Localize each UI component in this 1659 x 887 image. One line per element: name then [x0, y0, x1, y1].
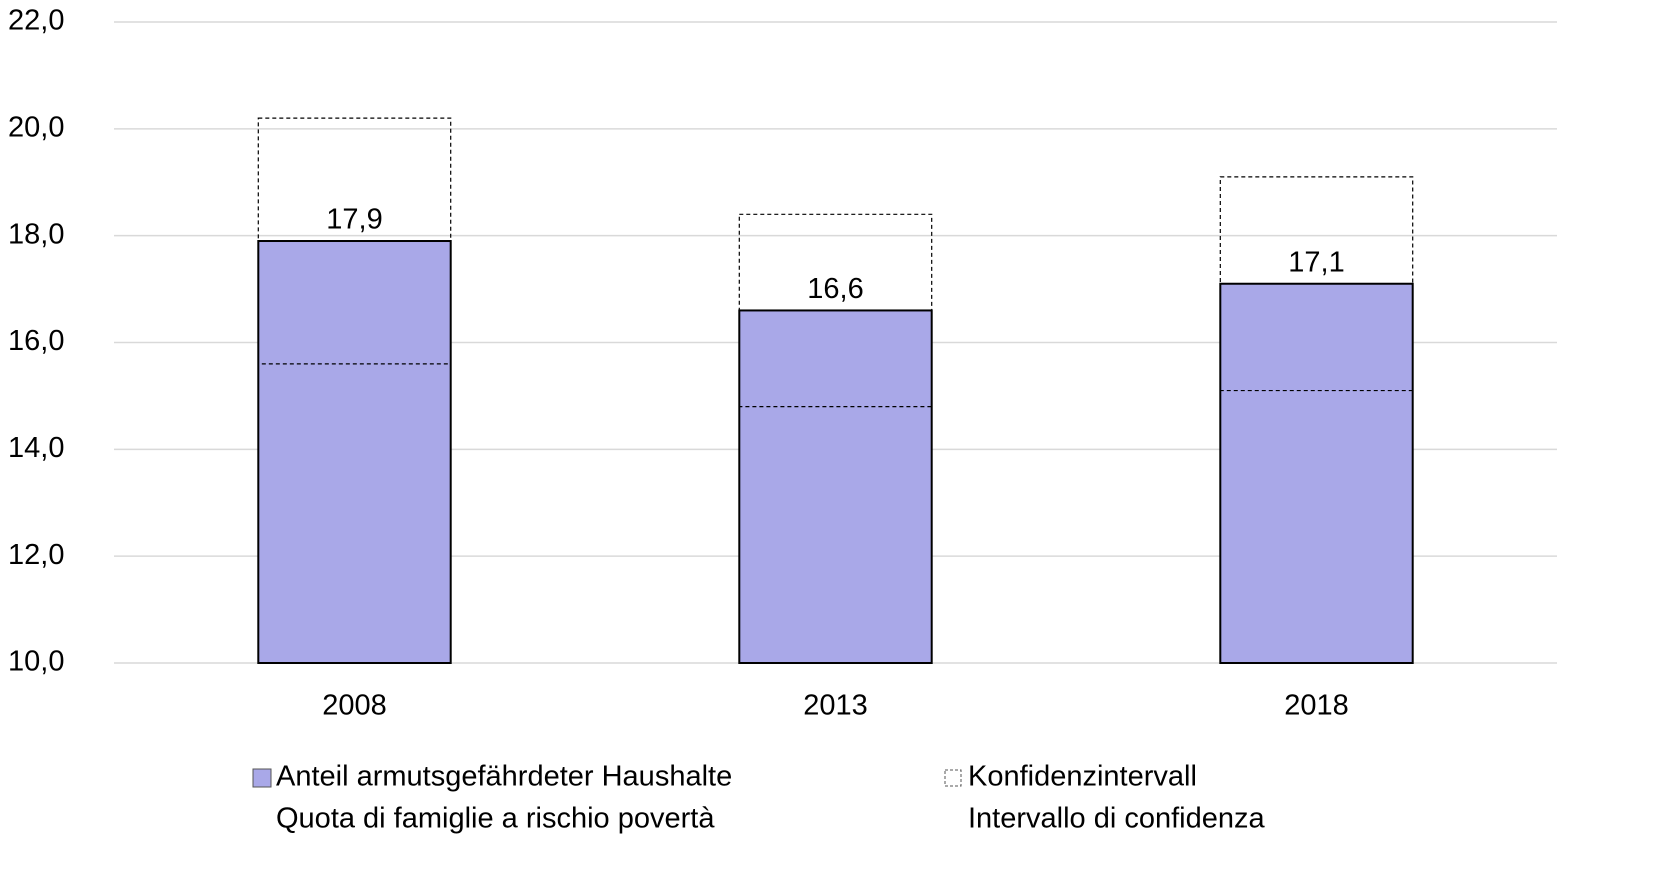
y-tick-label: 12,0 [8, 539, 64, 571]
data-label: 16,6 [807, 273, 863, 305]
legend-label: Konfidenzintervall [968, 761, 1197, 793]
legend-label: Anteil armutsgefährdeter Haushalte [276, 761, 732, 793]
y-tick-label: 16,0 [8, 325, 64, 357]
x-tick-label: 2018 [1284, 690, 1349, 722]
confidence-interval [738, 213, 933, 408]
data-label: 17,9 [326, 204, 382, 236]
y-tick-label: 18,0 [8, 218, 64, 250]
y-tick-label: 22,0 [8, 5, 64, 37]
bar [257, 240, 452, 664]
x-tick-label: 2013 [803, 690, 868, 722]
legend-swatch [944, 769, 962, 787]
x-tick-label: 2008 [322, 690, 387, 722]
y-tick-label: 14,0 [8, 432, 64, 464]
y-tick-label: 10,0 [8, 646, 64, 678]
legend-label: Intervallo di confidenza [968, 803, 1265, 835]
legend-swatch [252, 768, 272, 788]
data-label: 17,1 [1288, 246, 1344, 278]
y-tick-label: 20,0 [8, 111, 64, 143]
bar [738, 309, 933, 664]
legend-label: Quota di famiglie a rischio povertà [276, 803, 715, 835]
confidence-interval [257, 117, 452, 365]
bar [1219, 282, 1414, 664]
